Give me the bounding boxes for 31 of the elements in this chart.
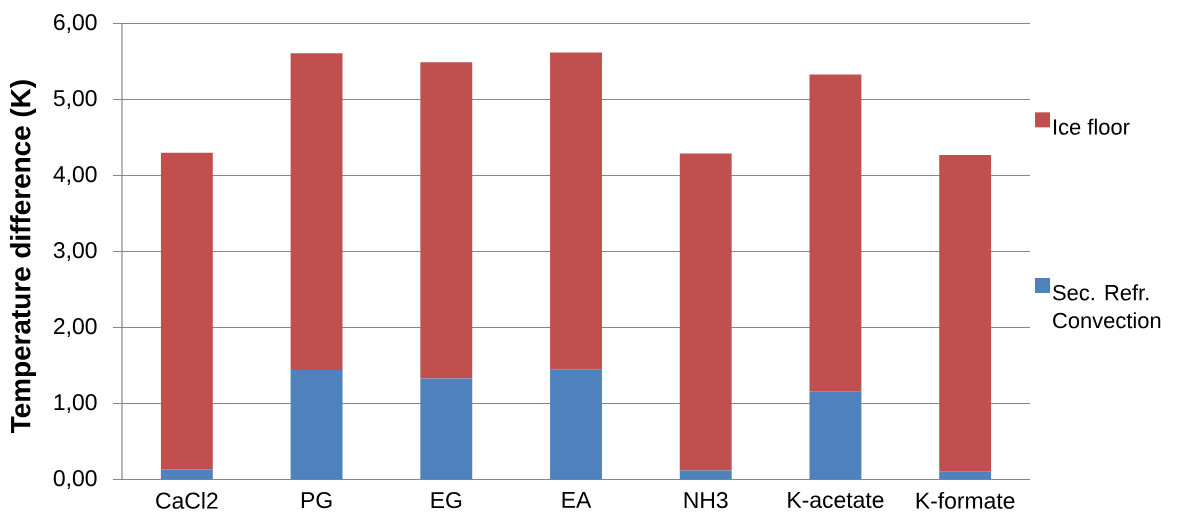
y-tick-label: 5,00 xyxy=(53,90,97,109)
bar xyxy=(160,152,213,470)
x-tick-label: CaCl2 xyxy=(156,492,218,509)
legend-label: Sec. Refr. Convection xyxy=(1053,284,1161,329)
bar xyxy=(939,471,992,480)
y-tick-label: 6,00 xyxy=(54,14,97,33)
bar xyxy=(290,53,343,371)
bar xyxy=(550,52,602,370)
x-tick-label: K-acetate xyxy=(788,492,884,508)
x-tick-label: NH3 xyxy=(684,492,728,509)
bar xyxy=(809,74,862,392)
bar xyxy=(420,62,473,379)
legend-label: Ice floor xyxy=(1054,118,1130,135)
bar xyxy=(420,378,473,480)
x-tick-label: PG xyxy=(301,492,332,509)
bar xyxy=(939,154,992,472)
y-tick-label: 0,00 xyxy=(53,470,97,489)
x-tick-label: EA xyxy=(562,492,592,508)
bar xyxy=(290,370,343,480)
y-tick-label: 3,00 xyxy=(53,242,97,261)
y-tick-label: 1,00 xyxy=(54,394,97,413)
y-axis-title: Temperature difference (K) xyxy=(10,80,37,433)
bar xyxy=(160,469,213,480)
bar xyxy=(679,470,732,480)
y-tick-label: 4,00 xyxy=(53,166,97,185)
bar xyxy=(809,391,862,480)
x-tick-label: EG xyxy=(431,492,462,509)
bar xyxy=(679,153,732,471)
bar xyxy=(550,369,602,480)
y-tick-label: 2,00 xyxy=(54,318,97,337)
x-tick-label: K-formate xyxy=(916,492,1015,509)
